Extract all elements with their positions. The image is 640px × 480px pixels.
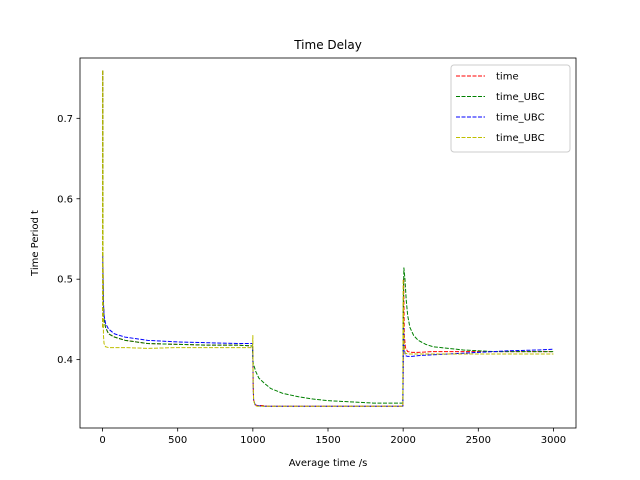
x-tick-label: 1000 — [240, 435, 265, 446]
y-tick-label: 0.6 — [57, 194, 73, 205]
legend: time time_UBC time_UBC time_UBC — [450, 64, 571, 153]
x-axis: 0 500 1000 1500 2000 2500 3000 — [99, 428, 566, 446]
y-axis: 0.4 0.5 0.6 0.7 — [57, 114, 80, 366]
series-layer — [102, 69, 554, 407]
legend-label-4: time_UBC — [496, 133, 545, 144]
legend-box — [450, 64, 571, 153]
legend-label-1: time — [496, 72, 519, 83]
legend-label-2: time_UBC — [496, 92, 545, 103]
x-axis-title: Average time /s — [289, 458, 368, 469]
series-line-2 — [102, 69, 554, 404]
y-tick-label: 0.7 — [57, 114, 73, 125]
x-tick-label: 500 — [168, 435, 187, 446]
y-axis-title: Time Period t — [30, 210, 41, 277]
legend-label-3: time_UBC — [496, 113, 545, 124]
y-tick-label: 0.5 — [57, 275, 73, 286]
x-tick-label: 1500 — [315, 435, 340, 446]
x-tick-label: 0 — [99, 435, 105, 446]
chart-title: Time Delay — [293, 38, 362, 52]
x-tick-label: 2000 — [390, 435, 415, 446]
series-line-4 — [102, 69, 554, 407]
x-tick-label: 2500 — [466, 435, 491, 446]
y-tick-label: 0.4 — [57, 355, 73, 366]
plot-area — [102, 69, 554, 407]
x-tick-label: 3000 — [541, 435, 566, 446]
